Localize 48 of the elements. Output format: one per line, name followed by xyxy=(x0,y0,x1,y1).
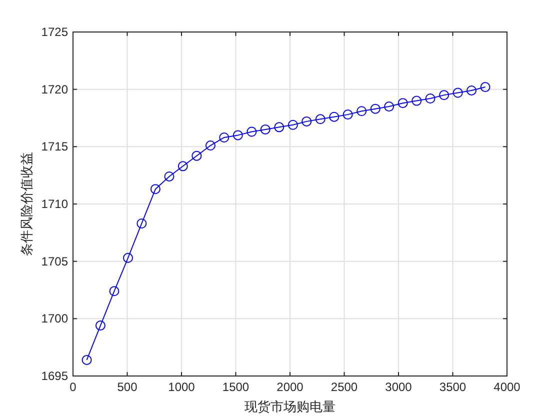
point xyxy=(136,218,147,228)
point xyxy=(150,184,160,194)
point xyxy=(178,161,188,172)
y-tick-label: 1700 xyxy=(41,312,68,326)
x-tick-label: 4000 xyxy=(494,380,521,394)
point xyxy=(384,102,394,112)
point xyxy=(356,106,367,116)
point xyxy=(342,110,353,120)
point xyxy=(260,124,270,134)
point xyxy=(480,82,490,92)
point xyxy=(82,354,92,365)
x-tick-label: 0 xyxy=(70,380,77,394)
point xyxy=(329,112,340,122)
point xyxy=(315,114,326,124)
x-tick-label: 1000 xyxy=(168,380,196,394)
point xyxy=(192,150,202,161)
y-tick-label: 1715 xyxy=(41,140,68,154)
point xyxy=(398,98,408,108)
point xyxy=(232,130,243,140)
point xyxy=(370,104,380,114)
point xyxy=(95,320,106,331)
y-tick-label: 1705 xyxy=(41,254,68,268)
y-tick-label: 1720 xyxy=(41,82,68,96)
point xyxy=(164,171,174,182)
point xyxy=(205,140,216,151)
point xyxy=(123,252,134,263)
point xyxy=(219,132,230,142)
y-axis-title: 条件风险价值收益 xyxy=(19,152,34,256)
point xyxy=(246,126,257,137)
point xyxy=(466,85,477,96)
x-tick-label: 2500 xyxy=(330,380,358,394)
point xyxy=(412,96,422,106)
point xyxy=(302,116,312,126)
x-axis-title: 现货市场购电量 xyxy=(244,399,336,414)
y-tick-label: 1695 xyxy=(41,369,68,383)
x-tick-label: 2000 xyxy=(276,380,304,394)
point xyxy=(109,286,120,296)
y-tick-label: 1725 xyxy=(41,25,68,39)
x-tick-label: 500 xyxy=(117,380,138,394)
point xyxy=(288,120,298,130)
point xyxy=(452,88,463,98)
point xyxy=(274,122,284,132)
y-tick-label: 1710 xyxy=(41,197,68,211)
point xyxy=(425,94,436,104)
x-tick-label: 3000 xyxy=(385,380,412,394)
x-tick-label: 1500 xyxy=(222,380,250,394)
x-tick-label: 3500 xyxy=(439,380,466,394)
point xyxy=(439,90,450,100)
